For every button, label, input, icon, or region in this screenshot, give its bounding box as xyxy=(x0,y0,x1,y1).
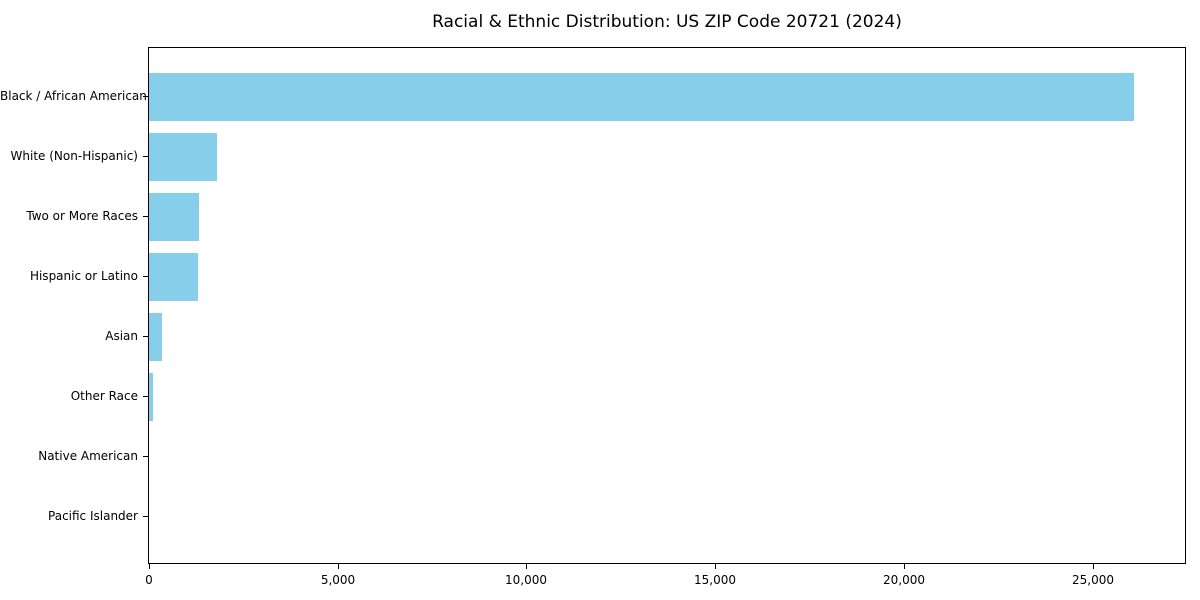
x-axis-tick xyxy=(338,564,339,569)
y-axis-tick xyxy=(143,96,148,97)
x-axis-tick xyxy=(715,564,716,569)
x-axis-tick xyxy=(526,564,527,569)
x-axis-tick-label: 10,000 xyxy=(505,573,547,587)
bar xyxy=(149,73,1134,121)
y-axis-label: Two or More Races xyxy=(26,209,138,223)
bar xyxy=(149,253,198,301)
bar xyxy=(149,133,217,181)
y-axis-tick xyxy=(143,276,148,277)
plot-area xyxy=(148,47,1186,564)
y-axis-tick xyxy=(143,156,148,157)
x-axis-tick-label: 15,000 xyxy=(694,573,736,587)
x-axis-tick-label: 20,000 xyxy=(883,573,925,587)
y-axis-label: Pacific Islander xyxy=(48,509,138,523)
bar xyxy=(149,193,199,241)
y-axis-tick xyxy=(143,336,148,337)
bar xyxy=(149,313,162,361)
y-axis-label: Other Race xyxy=(70,389,138,403)
x-axis-tick-label: 5,000 xyxy=(320,573,356,587)
y-axis-tick xyxy=(143,216,148,217)
y-axis-tick xyxy=(143,396,148,397)
x-axis-tick xyxy=(149,564,150,569)
x-axis-tick xyxy=(1093,564,1094,569)
y-axis-label: Asian xyxy=(105,329,138,343)
y-axis-label: Hispanic or Latino xyxy=(29,269,138,283)
bar xyxy=(149,373,153,421)
x-axis-tick-label: 25,000 xyxy=(1072,573,1114,587)
x-axis-tick xyxy=(904,564,905,569)
y-axis-tick xyxy=(143,456,148,457)
x-axis-tick-label: 0 xyxy=(145,573,153,587)
chart-title: Racial & Ethnic Distribution: US ZIP Cod… xyxy=(432,12,902,32)
y-axis-label: Native American xyxy=(38,449,138,463)
y-axis-label: White (Non-Hispanic) xyxy=(10,149,138,163)
y-axis-tick xyxy=(143,516,148,517)
y-axis-label: Black / African American xyxy=(0,89,147,103)
